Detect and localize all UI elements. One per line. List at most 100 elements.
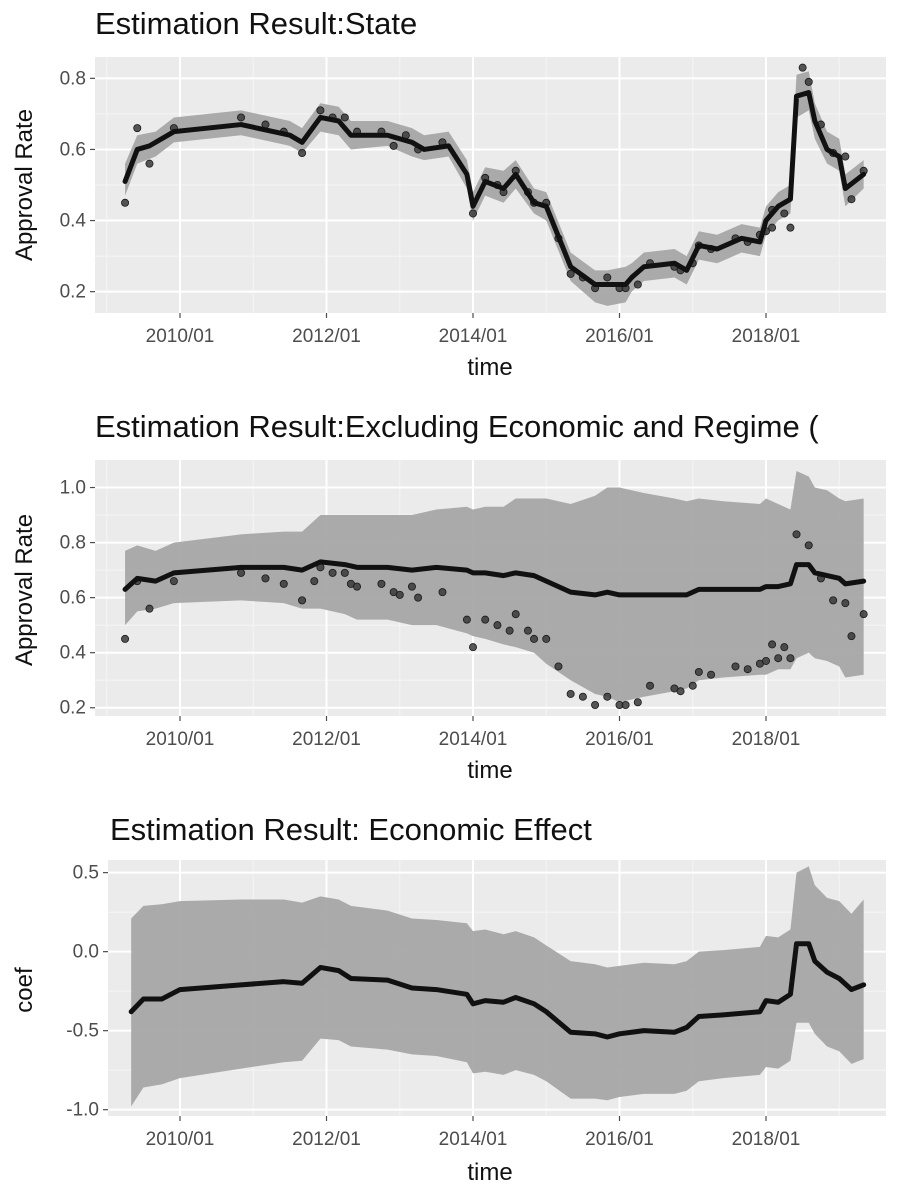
observed-point	[542, 634, 551, 643]
y-axis-label: Approval Rate	[11, 514, 38, 666]
observed-point	[298, 148, 307, 157]
observed-point	[414, 593, 423, 602]
observed-point	[145, 159, 154, 168]
observed-point	[462, 615, 471, 624]
y-tick-label: 0.6	[60, 139, 86, 160]
observed-point	[646, 681, 655, 690]
x-tick-label: 2012/01	[292, 1129, 361, 1150]
y-tick-label: 0.8	[60, 533, 86, 554]
y-tick-label: 0.4	[60, 211, 87, 232]
y-tick-label: 0.2	[60, 698, 86, 719]
observed-point	[237, 568, 246, 577]
observed-point	[762, 656, 771, 665]
observed-point	[780, 209, 789, 218]
y-tick-label: -1.0	[66, 1100, 99, 1121]
observed-point	[633, 698, 642, 707]
y-tick-label: 0.5	[73, 863, 99, 884]
observed-point	[554, 662, 563, 671]
y-tick-label: 0.0	[73, 942, 99, 963]
observed-point	[847, 632, 856, 641]
observed-point	[310, 577, 319, 586]
observed-point	[438, 588, 447, 597]
observed-point	[468, 643, 477, 652]
observed-point	[279, 579, 288, 588]
chart-title: Estimation Result: Economic Effect	[110, 812, 592, 847]
observed-point	[603, 692, 612, 701]
observed-point	[841, 599, 850, 608]
observed-point	[829, 596, 838, 605]
observed-point	[676, 687, 685, 696]
observed-point	[591, 700, 600, 709]
observed-point	[481, 615, 490, 624]
y-axis-label: coef	[11, 967, 38, 1013]
x-tick-label: 2018/01	[732, 326, 801, 347]
observed-point	[792, 530, 801, 539]
x-tick-label: 2018/01	[732, 729, 801, 750]
x-tick-label: 2010/01	[146, 729, 215, 750]
observed-point	[743, 665, 752, 674]
x-tick-label: 2018/01	[732, 1129, 801, 1150]
observed-point	[340, 568, 349, 577]
observed-point	[316, 106, 325, 115]
observed-point	[633, 280, 642, 289]
x-axis-label: time	[467, 354, 512, 381]
observed-point	[395, 590, 404, 599]
observed-point	[768, 640, 777, 649]
x-tick-label: 2012/01	[292, 326, 361, 347]
chart-title: Estimation Result:State	[95, 6, 417, 41]
observed-point	[798, 63, 807, 72]
observed-point	[786, 223, 795, 232]
observed-point	[786, 654, 795, 663]
observed-point	[121, 198, 130, 207]
confidence-band	[131, 866, 864, 1107]
x-tick-label: 2016/01	[585, 326, 654, 347]
x-tick-label: 2010/01	[146, 326, 215, 347]
observed-point	[578, 692, 587, 701]
x-tick-label: 2010/01	[146, 1129, 215, 1150]
observed-point	[340, 113, 349, 122]
observed-point	[566, 689, 575, 698]
observed-point	[566, 269, 575, 278]
x-tick-label: 2016/01	[585, 729, 654, 750]
x-axis-label: time	[467, 757, 512, 784]
observed-point	[707, 670, 716, 679]
observed-point	[353, 582, 362, 591]
plot-area: 0.2 0.4 0.6 0.8 2010/01 2012/01 2014/01 2016/01…	[60, 57, 886, 347]
observed-point	[688, 681, 697, 690]
estimate-line	[122, 559, 867, 598]
observed-point	[804, 541, 813, 550]
y-tick-label: 0.8	[60, 68, 86, 89]
observed-point	[237, 113, 246, 122]
observed-point	[774, 654, 783, 663]
observed-point	[407, 582, 416, 591]
y-tick-label: 0.4	[60, 643, 87, 664]
observed-point	[804, 77, 813, 86]
x-axis-label: time	[467, 1159, 512, 1186]
x-tick-label: 2014/01	[439, 326, 508, 347]
plot-area: 0.2 0.4 0.6 0.8 1.0 2010/01 2012/01 2014/01 2016…	[60, 460, 886, 750]
plot-area: -1.0 -0.5 0.0 0.5 2010/01 2012/01 2014/01 2016/…	[66, 860, 886, 1150]
observed-point	[780, 643, 789, 652]
y-tick-label: 0.6	[60, 588, 86, 609]
observed-point	[493, 621, 502, 630]
observed-point	[328, 568, 337, 577]
x-tick-label: 2012/01	[292, 729, 361, 750]
estimate-line	[128, 941, 867, 1040]
panel-state: Estimation Result:State 0.2 0.4 0.6 0.8 2010…	[11, 6, 886, 381]
panel-economic-effect: Estimation Result: Economic Effect -1.0 -…	[11, 812, 886, 1186]
observed-point	[621, 700, 630, 709]
observed-point	[847, 195, 856, 204]
panel-excluding: Estimation Result:Excluding Economic and…	[11, 409, 886, 784]
observed-point	[694, 667, 703, 676]
chart-title: Estimation Result:Excluding Economic and…	[95, 409, 819, 444]
y-tick-label: 1.0	[60, 478, 86, 499]
y-tick-label: -0.5	[66, 1021, 99, 1042]
confidence-band	[125, 471, 864, 703]
observed-point	[859, 610, 868, 619]
observed-point	[511, 610, 520, 619]
observed-point	[523, 626, 532, 635]
x-tick-label: 2014/01	[439, 1129, 508, 1150]
observed-point	[731, 662, 740, 671]
estimate-line	[122, 90, 867, 288]
